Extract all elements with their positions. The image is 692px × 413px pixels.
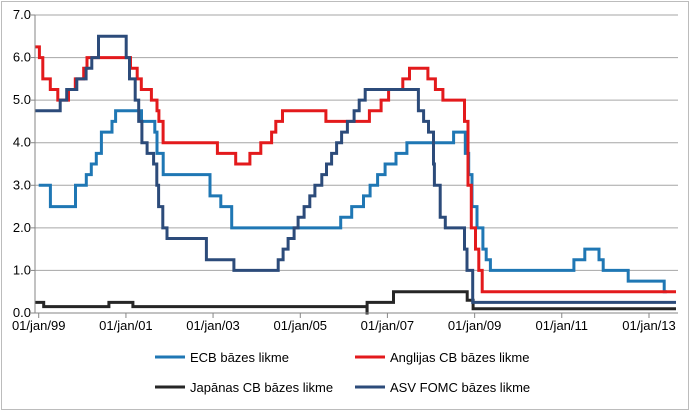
x-tick-label: 01/jan/11 bbox=[535, 318, 588, 333]
x-tick-label: 01/jan/13 bbox=[622, 318, 676, 333]
legend-item-3: ASV FOMC bāzes likme bbox=[355, 380, 530, 395]
legend-label: ASV FOMC bāzes likme bbox=[390, 380, 530, 395]
y-tick-label: 3.0 bbox=[13, 177, 31, 192]
y-tick-label: 4.0 bbox=[13, 135, 31, 150]
x-tick-label: 01/jan/05 bbox=[274, 318, 328, 333]
x-tick-label: 01/jan/99 bbox=[12, 318, 66, 333]
legend-label: ECB bāzes likme bbox=[190, 350, 289, 365]
axes bbox=[34, 15, 678, 314]
series-line-0 bbox=[38, 109, 667, 294]
grid-lines bbox=[35, 14, 678, 271]
y-tick-label: 5.0 bbox=[13, 92, 31, 107]
x-tick-labels: 01/jan/99 01/jan/01 01/jan/03 01/jan/05 01/j… bbox=[12, 313, 676, 333]
x-tick-label: 01/jan/07 bbox=[361, 318, 415, 333]
legend-item-1: Anglijas CB bāzes likme bbox=[355, 350, 529, 365]
series-line-3 bbox=[35, 34, 676, 304]
x-tick-label: 01/jan/01 bbox=[99, 318, 153, 333]
legend-item-2: Japānas CB bāzes likme bbox=[155, 380, 333, 395]
y-tick-label: 1.0 bbox=[13, 262, 31, 277]
y-tick-label: 6.0 bbox=[13, 50, 31, 65]
legend-label: Anglijas CB bāzes likme bbox=[390, 350, 529, 365]
y-tick-label: 7.0 bbox=[13, 7, 31, 22]
y-tick-label: 0.0 bbox=[13, 305, 31, 320]
y-tick-labels: 0.0 1.0 2.0 3.0 4.0 5.0 6.0 7.0 bbox=[13, 7, 35, 320]
x-tick-label: 01/jan/03 bbox=[186, 318, 240, 333]
series-lines bbox=[35, 34, 676, 315]
x-tick-label: 01/jan/09 bbox=[448, 318, 502, 333]
y-tick-label: 2.0 bbox=[13, 220, 31, 235]
legend-item-0: ECB bāzes likme bbox=[155, 350, 289, 365]
legend-label: Japānas CB bāzes likme bbox=[190, 380, 333, 395]
series-line-1 bbox=[35, 45, 676, 294]
legend: ECB bāzes likme Anglijas CB bāzes likme Ja… bbox=[155, 350, 530, 395]
